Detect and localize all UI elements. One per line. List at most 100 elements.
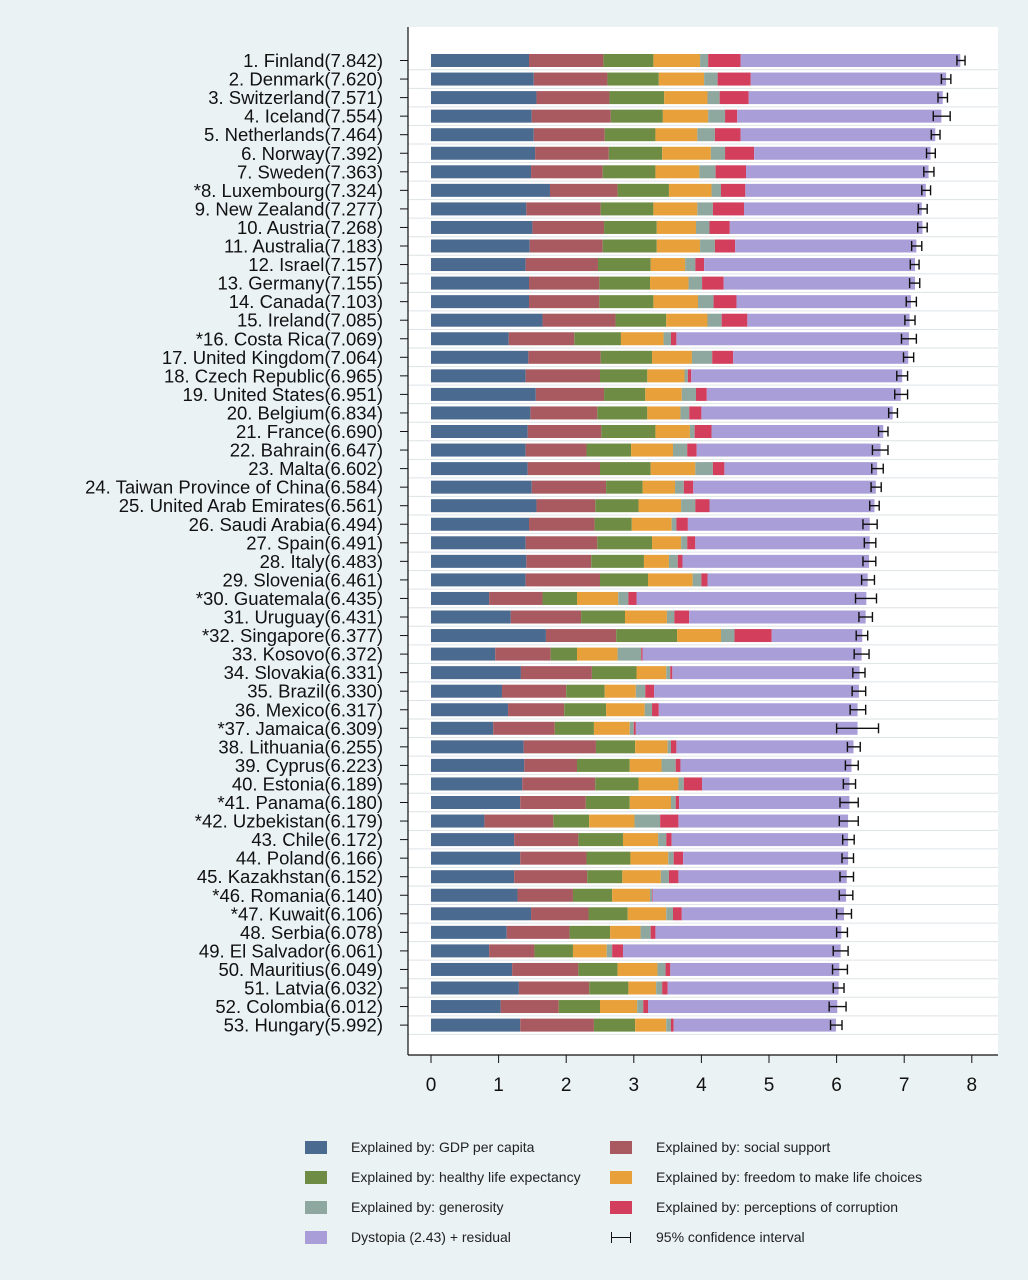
bar-segment <box>687 517 870 531</box>
bar-segment <box>523 740 596 754</box>
category-label: 7. Sweden(7.363) <box>237 161 383 182</box>
bar-segment <box>656 239 701 253</box>
bar-segment <box>431 369 526 383</box>
bar-segment <box>691 369 903 383</box>
bar-segment <box>650 925 656 939</box>
category-label: *30. Guatemala(6.435) <box>196 588 383 609</box>
bar-segment <box>622 833 659 847</box>
bar-segment <box>717 72 751 86</box>
bar-segment <box>524 758 578 772</box>
bar-segment <box>600 573 648 587</box>
bar-segment <box>704 258 916 272</box>
bar-segment <box>691 350 713 364</box>
bar-segment <box>431 870 515 884</box>
bar-segment <box>528 350 601 364</box>
bar-segment <box>700 239 715 253</box>
bar-segment <box>670 962 840 976</box>
bar-segment <box>699 165 716 179</box>
bar-segment <box>431 54 530 67</box>
bar-segment <box>660 870 669 884</box>
x-tick-label: 0 <box>426 1075 437 1096</box>
bar-segment <box>635 1018 667 1032</box>
bar-segment <box>707 573 868 587</box>
bar-segment <box>695 258 705 272</box>
bar-segment <box>652 536 682 550</box>
bar-segment <box>518 981 590 995</box>
bar-segment <box>431 220 533 234</box>
bar-segment <box>712 350 734 364</box>
bar-segment <box>698 295 714 309</box>
bar-segment <box>597 536 653 550</box>
category-label: 26. Saudi Arabia(6.494) <box>189 514 383 535</box>
legend-label: Explained by: generosity <box>351 1199 504 1215</box>
bar-segment <box>604 220 657 234</box>
bar-segment <box>431 981 519 995</box>
bar-segment <box>431 925 507 939</box>
bar-segment <box>644 703 653 717</box>
category-label: 33. Kosovo(6.372) <box>232 644 383 665</box>
bar-segment <box>630 851 669 865</box>
legend-swatch-health <box>305 1170 327 1184</box>
bar-segment <box>431 517 530 531</box>
bar-segment <box>668 851 674 865</box>
bar-segment <box>572 944 607 958</box>
bar-segment <box>616 629 678 643</box>
bar-segment <box>683 480 694 494</box>
bar-segment <box>661 758 676 772</box>
bar-segment <box>577 758 630 772</box>
bar-segment <box>604 128 656 142</box>
bar-segment <box>595 777 639 791</box>
bar-segment <box>638 777 679 791</box>
bar-segment <box>431 72 534 86</box>
bar-segment <box>588 907 628 921</box>
bar-segment <box>668 183 712 197</box>
bar-segment <box>674 610 690 624</box>
bar-segment <box>687 536 696 550</box>
bar-segment <box>723 276 916 290</box>
x-tick-label: 2 <box>561 1075 572 1096</box>
x-tick-label: 4 <box>696 1075 707 1096</box>
bar-segment <box>593 721 630 735</box>
bar-segment <box>585 796 630 809</box>
bar-segment <box>668 554 678 568</box>
bar-segment <box>633 721 636 735</box>
legend-item: Explained by: healthy life expectancy <box>305 1168 610 1186</box>
bar-segment <box>683 777 703 791</box>
bar-segment <box>635 721 858 735</box>
bar-segment <box>489 944 535 958</box>
bar-segment <box>635 740 668 754</box>
bar-segment <box>431 183 550 197</box>
bar-segment <box>550 647 578 661</box>
bar-segment <box>637 1000 644 1014</box>
bar-segment <box>600 462 651 476</box>
bar-segment <box>689 610 866 624</box>
bar-segment <box>586 443 632 457</box>
bar-segment <box>554 721 594 735</box>
bar-segment <box>658 703 858 717</box>
bar-segment <box>512 962 579 976</box>
bar-segment <box>734 629 772 643</box>
category-label: 3. Switzerland(7.571) <box>208 87 383 108</box>
legend-swatch-social <box>610 1140 632 1154</box>
bar-segment <box>754 146 931 160</box>
bar-segment <box>645 387 682 401</box>
bar-segment <box>431 1018 521 1032</box>
x-tick-label: 5 <box>764 1075 775 1096</box>
category-label: *41. Panama(6.180) <box>217 792 383 813</box>
bar-segment <box>662 109 709 123</box>
legend-label: Explained by: GDP per capita <box>351 1139 535 1155</box>
bar-segment <box>670 740 677 754</box>
bar-segment <box>602 239 657 253</box>
bar-segment <box>701 573 708 587</box>
bar-segment <box>431 258 526 272</box>
bar-segment <box>587 870 623 884</box>
bar-segment <box>707 313 722 327</box>
bar-segment <box>600 369 648 383</box>
bar-segment <box>531 480 607 494</box>
bar-segment <box>681 499 696 513</box>
bar-segment <box>697 202 713 216</box>
bar-segment <box>525 443 587 457</box>
bar-segment <box>650 462 696 476</box>
bar-segment <box>535 146 609 160</box>
category-label: 15. Ireland(7.085) <box>237 310 383 331</box>
